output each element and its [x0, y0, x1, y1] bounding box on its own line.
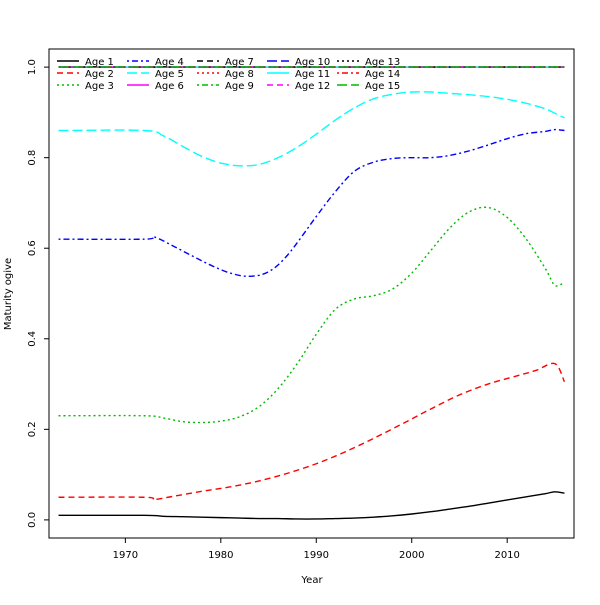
- legend-label: Age 12: [295, 81, 330, 92]
- x-tick-label: 2000: [399, 550, 424, 561]
- legend-label: Age 2: [85, 69, 114, 80]
- y-axis-title: Maturity ogive: [3, 258, 14, 330]
- series-layer: [58, 66, 566, 520]
- y-tick-label: 0.4: [27, 331, 38, 347]
- series-line-age-4: [58, 128, 565, 277]
- y-axis: 0.0 0.2 0.4 0.6 0.8 1.0: [27, 59, 49, 528]
- y-tick-label: 0.2: [27, 421, 38, 437]
- y-tick-label: 0.0: [27, 512, 38, 528]
- series-line-age-3: [58, 206, 565, 424]
- x-axis: 1970 1980 1990 2000 2010: [113, 538, 520, 561]
- x-tick-label: 1990: [304, 550, 329, 561]
- y-tick-label: 0.6: [27, 240, 38, 256]
- legend-label: Age 14: [365, 69, 400, 80]
- legend-label: Age 7: [225, 57, 254, 68]
- x-tick-label: 1980: [208, 550, 233, 561]
- legend-label: Age 9: [225, 81, 254, 92]
- x-tick-label: 1970: [113, 550, 138, 561]
- series-line-age-5: [58, 91, 565, 167]
- legend-label: Age 3: [85, 81, 114, 92]
- y-tick-label: 1.0: [27, 59, 38, 75]
- series-line-age-2: [58, 362, 566, 501]
- legend-label: Age 11: [295, 69, 330, 80]
- legend-label: Age 13: [365, 57, 400, 68]
- legend-label: Age 5: [155, 69, 184, 80]
- series-line-age-1: [58, 491, 565, 520]
- y-tick-label: 0.8: [27, 150, 38, 166]
- legend-label: Age 15: [365, 81, 400, 92]
- x-axis-title: Year: [300, 575, 323, 586]
- plot-frame: [48, 48, 575, 539]
- x-tick-label: 2010: [494, 550, 519, 561]
- legend-label: Age 8: [225, 69, 254, 80]
- legend-label: Age 6: [155, 81, 184, 92]
- legend-label: Age 1: [85, 57, 114, 68]
- legend-label: Age 10: [295, 57, 330, 68]
- legend-label: Age 4: [155, 57, 184, 68]
